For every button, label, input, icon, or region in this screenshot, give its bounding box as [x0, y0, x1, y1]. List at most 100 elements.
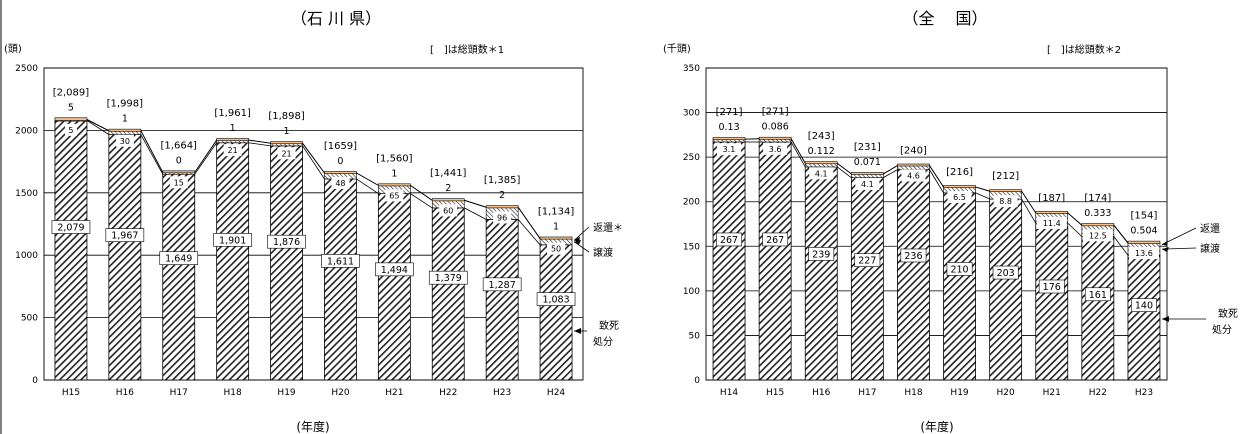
kill-label-box	[267, 234, 306, 249]
total-label: [1,664]	[161, 140, 198, 151]
transfer-value-label: 65	[389, 191, 399, 200]
connector-return	[883, 165, 898, 175]
arrowhead-kill	[574, 328, 582, 334]
connector-kill	[883, 169, 898, 178]
transfer-value-label: 60	[443, 206, 453, 215]
bar-kill	[54, 120, 88, 381]
kill-value-label: 176	[1043, 282, 1061, 293]
transfer-value-label: 21	[281, 149, 291, 158]
bar-return	[324, 171, 357, 174]
transfer-label-box	[993, 195, 1018, 208]
y-tick-label: 0	[32, 376, 38, 386]
y-axis-label: (頭)	[4, 43, 22, 55]
kill-value-label: 1,083	[542, 295, 569, 306]
return-value-label: 0.071	[854, 157, 881, 168]
transfer-label-box	[809, 167, 834, 180]
kill-value-label: 1,901	[219, 235, 246, 246]
kill-value-label: 210	[950, 264, 968, 275]
transfer-value-label: 4.1	[861, 180, 874, 189]
return-value-label: 2	[445, 183, 451, 194]
return-value-label: 0.112	[808, 146, 835, 157]
y-tick-label: 250	[683, 153, 700, 163]
transfer-value-label: 11.4	[1043, 219, 1061, 228]
return-value-label: 0	[176, 155, 182, 166]
bar-kill	[1127, 254, 1161, 381]
bar-kill	[270, 145, 303, 381]
transfer-value-label: 8.8	[999, 197, 1012, 206]
bar-kill	[108, 134, 142, 381]
plot-frame	[43, 67, 584, 381]
x-tick-label: H22	[439, 388, 457, 398]
bar-kill	[758, 141, 792, 381]
connector-return	[837, 162, 852, 175]
return-value-label: 1	[284, 126, 290, 137]
total-label: [240]	[900, 146, 927, 157]
x-tick-label: H18	[904, 388, 922, 398]
x-tick-label: H20	[997, 388, 1015, 398]
y-tick-label: 0	[694, 376, 700, 386]
connector-return	[140, 130, 164, 173]
legend-kill-2: 処分	[593, 335, 613, 348]
connector-return	[356, 172, 379, 186]
chart-title: （全 国）	[902, 9, 987, 28]
return-value-label: 5	[68, 102, 74, 113]
bar-return	[108, 128, 142, 132]
bar-kill	[1081, 236, 1115, 381]
x-tick-label: H15	[766, 388, 784, 398]
bar-return	[54, 117, 88, 121]
bar-return	[485, 205, 519, 209]
transfer-label-box	[493, 211, 512, 224]
connector-return	[248, 139, 271, 144]
transfer-value-label: 12.5	[1089, 231, 1107, 240]
bar-kill	[1035, 222, 1069, 381]
kill-value-label: 1,287	[489, 280, 516, 291]
transfer-label-box	[547, 242, 566, 255]
kill-label-box	[762, 232, 789, 247]
total-label: [1,134]	[538, 206, 575, 217]
kill-value-label: 1,876	[273, 237, 300, 248]
kill-value-label: 267	[766, 235, 784, 246]
y-tick-label: 100	[683, 287, 700, 297]
bar-kill	[943, 192, 976, 381]
x-tick-label: H17	[170, 388, 188, 398]
kill-label-box	[992, 265, 1019, 280]
plot-frame	[705, 67, 1168, 381]
total-label: [174]	[1084, 193, 1111, 204]
transfer-value-label: 13.6	[1135, 249, 1153, 258]
transfer-label-box	[1082, 229, 1113, 242]
kill-value-label: 1,494	[381, 265, 408, 276]
legend-return: 返還＊	[593, 222, 623, 234]
x-tick-label: H16	[116, 388, 134, 398]
transfer-value-label: 3.1	[723, 145, 736, 154]
legend-kill-1: 致死	[1218, 307, 1238, 320]
kill-value-label: 203	[997, 268, 1015, 279]
legend-transfer: 譲渡	[593, 246, 613, 259]
legend-kill-1: 致死	[599, 319, 619, 332]
bar-return	[1081, 223, 1115, 227]
total-label: [216]	[946, 167, 973, 178]
return-value-label: 1	[230, 123, 236, 134]
transfer-label-box	[64, 123, 77, 136]
kill-value-label: 2,079	[57, 223, 84, 234]
connector-kill	[410, 193, 433, 209]
connector-kill	[1067, 222, 1083, 237]
y-tick-label: 350	[683, 64, 700, 74]
x-tick-label: H17	[858, 388, 876, 398]
connector-return	[1067, 212, 1083, 226]
x-axis-label: (年度)	[920, 419, 953, 434]
bar-return	[712, 137, 746, 141]
transfer-label-box	[115, 134, 134, 147]
legend-kill-2: 処分	[1212, 323, 1232, 336]
connector-kill	[1021, 198, 1037, 224]
arrowhead-return	[574, 236, 581, 242]
x-tick-label: H19	[950, 388, 968, 398]
kill-label-box	[536, 292, 576, 306]
bar-kill	[989, 198, 1023, 381]
bar-kill	[377, 193, 411, 381]
kill-value-label: 1,649	[165, 254, 192, 265]
transfer-value-label: 15	[174, 178, 184, 187]
kill-value-label: 1,379	[435, 273, 462, 284]
kill-label-box	[1131, 298, 1157, 312]
connector-kill	[140, 134, 164, 175]
connector-return	[1113, 224, 1129, 243]
